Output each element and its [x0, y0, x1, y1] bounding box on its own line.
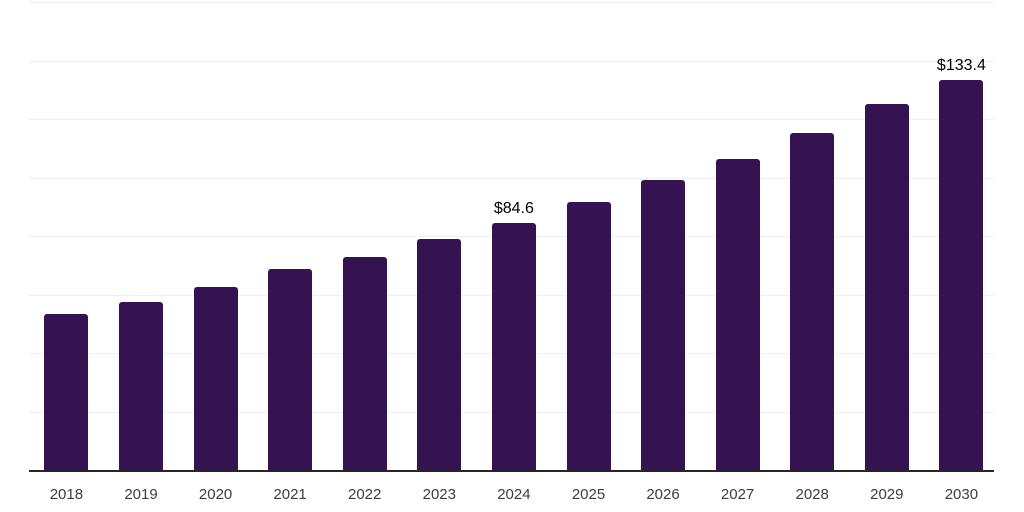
value-label-2024: $84.6 — [493, 199, 534, 217]
x-tick-2026: 2026 — [646, 486, 680, 503]
bar-2021 — [268, 268, 313, 470]
bar-2025 — [566, 201, 611, 470]
bar-2026 — [641, 180, 685, 470]
x-tick-2018: 2018 — [49, 486, 84, 503]
x-tick-2020: 2020 — [198, 486, 233, 503]
x-tick-2030: 2030 — [944, 486, 979, 503]
gridline — [29, 177, 994, 179]
x-tick-2022: 2022 — [348, 486, 382, 503]
bar-2018 — [44, 313, 89, 470]
bar-2024 — [491, 222, 536, 470]
bar-2030 — [939, 79, 984, 470]
gridline — [29, 119, 994, 120]
bar-2022 — [342, 256, 387, 470]
bar-2027 — [715, 158, 760, 470]
bar-2028 — [790, 132, 835, 470]
x-tick-2028: 2028 — [795, 486, 829, 503]
value-label-2030: $133.4 — [936, 56, 986, 74]
bar-2023 — [417, 238, 462, 470]
bar-2019 — [119, 301, 163, 470]
bar-2020 — [193, 286, 238, 470]
bar-2029 — [864, 104, 909, 470]
gridline — [29, 60, 994, 62]
x-tick-2021: 2021 — [273, 486, 307, 503]
x-tick-2027: 2027 — [720, 486, 755, 503]
gridline — [29, 2, 994, 3]
x-tick-2029: 2029 — [870, 486, 904, 503]
x-tick-2023: 2023 — [422, 486, 456, 503]
x-tick-2024: 2024 — [497, 486, 531, 503]
x-tick-2019: 2019 — [124, 486, 158, 503]
x-axis-line — [29, 470, 994, 472]
x-tick-2025: 2025 — [571, 486, 606, 503]
